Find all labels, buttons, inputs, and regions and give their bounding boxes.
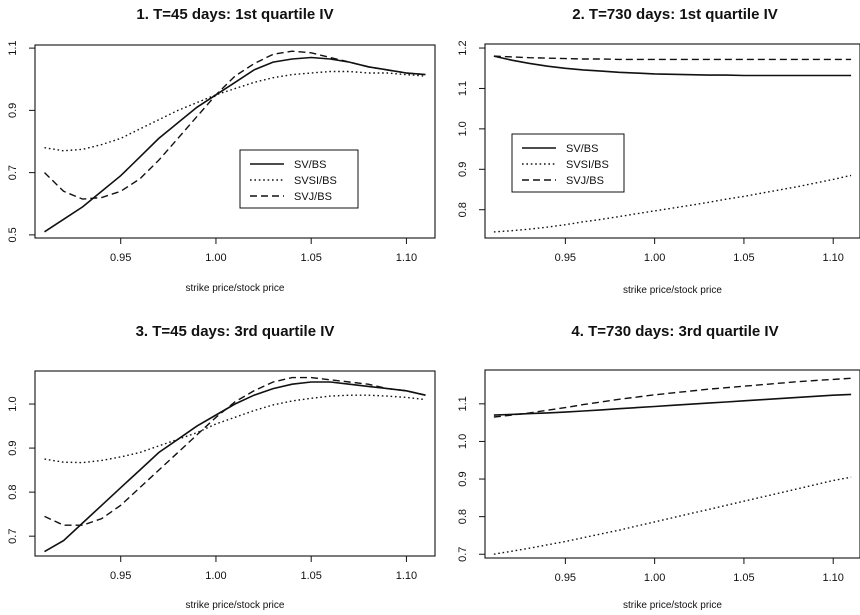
legend-box (239, 149, 359, 209)
x-tick-label: 1.05 (300, 252, 321, 264)
series-line-svj-bs (493, 55, 852, 61)
y-tick-label: 0.9 (457, 162, 469, 177)
legend-label: SV/BS (294, 159, 326, 171)
chart-panel-3: 3. T=45 days: 3rd quartile IV 0.95 1.00 1.0… (7, 323, 436, 611)
x-tick-label: 0.95 (110, 252, 131, 264)
x-tick-label: 1.05 (733, 252, 754, 264)
y-tick-label: 1.0 (457, 121, 469, 136)
plot-frame (484, 43, 860, 239)
plot-frame (34, 44, 436, 239)
series-line-svj-bs (44, 50, 426, 200)
y-tick-label: 0.5 (7, 227, 19, 242)
y-tick-label: 0.8 (457, 509, 469, 524)
chart-panel-4: 4. T=730 days: 3rd quartile IV 0.95 1.00 1.… (457, 323, 860, 611)
x-tick-label: 1.10 (823, 252, 844, 264)
x-tick-label: 1.05 (300, 570, 321, 582)
y-tick-label: 0.9 (7, 440, 19, 455)
series-line-sv-bs (44, 56, 426, 233)
y-tick-label: 1.1 (457, 396, 469, 411)
series-line-svsi-bs (44, 394, 426, 464)
y-tick-label: 0.9 (7, 103, 19, 118)
x-tick-label: 0.95 (555, 252, 576, 264)
chart-title: 4. T=730 days: 3rd quartile IV (571, 323, 778, 340)
legend-box (511, 133, 625, 193)
x-axis-label: strike price/stock price (623, 285, 722, 296)
x-tick-label: 1.10 (396, 252, 417, 264)
plot-frame (484, 369, 860, 559)
legend-label: SVJ/BS (566, 175, 604, 187)
legend-label: SVJ/BS (294, 191, 332, 203)
x-tick-label: 1.00 (205, 252, 226, 264)
x-axis-label: strike price/stock price (186, 283, 285, 294)
y-tick-label: 1.0 (457, 434, 469, 449)
x-tick-label: 0.95 (110, 570, 131, 582)
y-tick-label: 0.9 (457, 471, 469, 486)
x-tick-label: 1.10 (823, 572, 844, 584)
series-line-svsi-bs (44, 70, 426, 152)
y-tick-label: 1.2 (457, 40, 469, 55)
plot-frame (34, 370, 436, 557)
x-tick-label: 0.95 (555, 572, 576, 584)
x-tick-label: 1.10 (396, 570, 417, 582)
x-tick-label: 1.00 (205, 570, 226, 582)
legend: SV/BS SVSI/BS SVJ/BS (511, 133, 625, 193)
chart-panel-1: 1. T=45 days: 1st quartile IV 0.95 1.00 1.0… (7, 6, 436, 294)
series-line-sv-bs (493, 55, 852, 77)
y-tick-label: 0.7 (7, 529, 19, 544)
y-tick-label: 1.0 (7, 396, 19, 411)
series-line-sv-bs (493, 393, 852, 416)
x-tick-label: 1.00 (644, 572, 665, 584)
legend-label: SVSI/BS (294, 175, 337, 187)
series-line-svj-bs (493, 377, 852, 418)
chart-panel-2: 2. T=730 days: 1st quartile IV 0.95 1.00 1.… (457, 6, 860, 296)
y-tick-label: 1.1 (457, 81, 469, 96)
legend-label: SVSI/BS (566, 159, 609, 171)
chart-title: 2. T=730 days: 1st quartile IV (572, 6, 778, 23)
x-axis-label: strike price/stock price (623, 600, 722, 611)
chart-title: 1. T=45 days: 1st quartile IV (136, 6, 333, 23)
series-line-sv-bs (44, 381, 426, 553)
x-tick-label: 1.00 (644, 252, 665, 264)
y-tick-label: 1.1 (7, 40, 19, 55)
legend-label: SV/BS (566, 143, 598, 155)
x-axis-label: strike price/stock price (186, 600, 285, 611)
y-tick-label: 0.7 (457, 547, 469, 562)
y-tick-label: 0.8 (7, 484, 19, 499)
y-tick-label: 0.8 (457, 202, 469, 217)
chart-title: 3. T=45 days: 3rd quartile IV (136, 323, 335, 340)
y-tick-label: 0.7 (7, 165, 19, 180)
x-tick-label: 1.05 (733, 572, 754, 584)
series-line-svsi-bs (493, 476, 852, 555)
legend: SV/BS SVSI/BS SVJ/BS (239, 149, 359, 209)
series-line-svj-bs (44, 376, 426, 526)
